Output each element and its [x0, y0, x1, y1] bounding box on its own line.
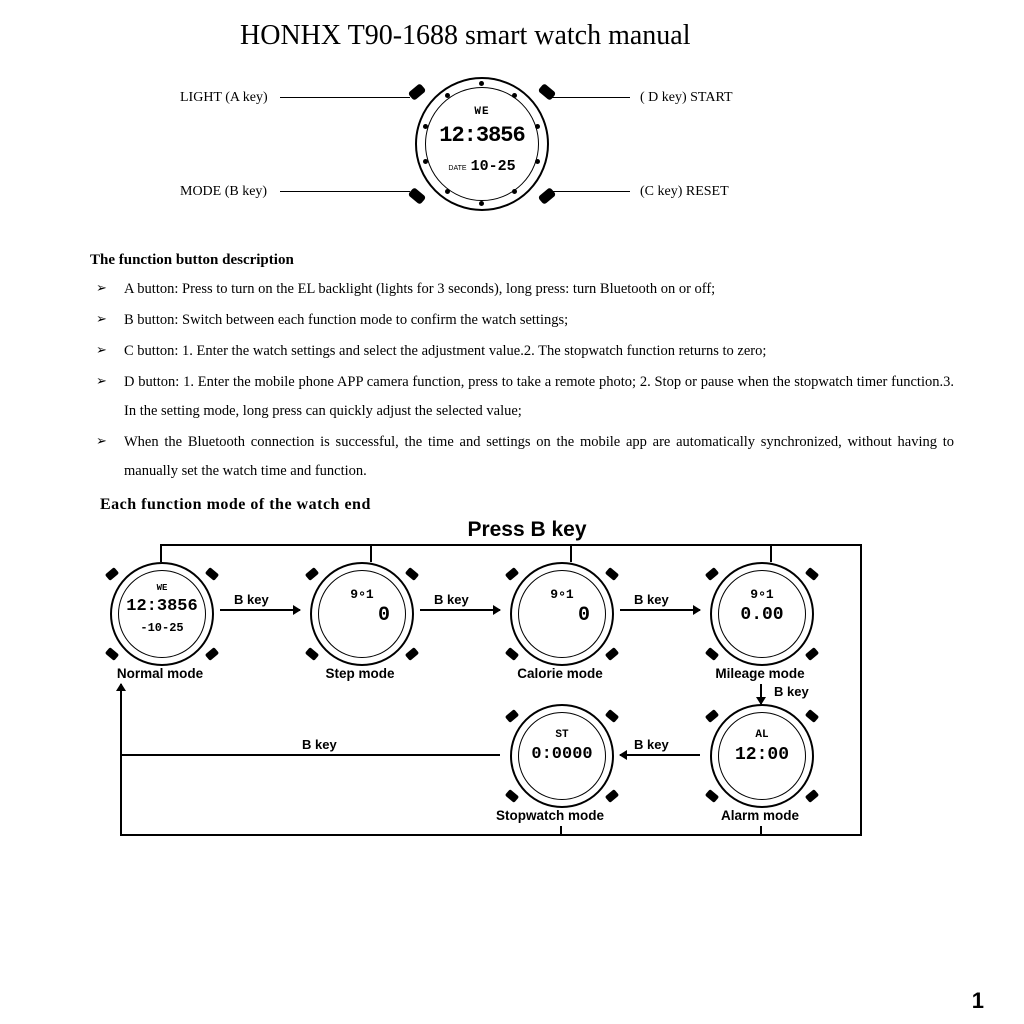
label-mileage: Mileage mode	[700, 666, 820, 681]
bullet-bt: When the Bluetooth connection is success…	[90, 428, 954, 486]
page-title: HONHX T90-1688 smart watch manual	[240, 20, 964, 52]
flow-title: Press B key	[90, 518, 964, 542]
face-date-prefix: DATE	[448, 165, 466, 172]
mode-stopwatch: ST 0:0000	[510, 704, 614, 808]
mode-calorie: 9∘1 0	[510, 562, 614, 666]
button-description-list: A button: Press to turn on the EL backli…	[90, 275, 964, 486]
mode-normal: WE 12:3856 -10-25	[110, 562, 214, 666]
label-d-key: ( D key) START	[640, 90, 733, 106]
mode-mileage: 9∘1 0.00	[710, 562, 814, 666]
page-number: 1	[972, 988, 984, 1014]
face-line2: 12:3856	[417, 125, 547, 147]
section-heading-buttons: The function button description	[90, 252, 964, 269]
label-b-key: MODE (B key)	[180, 184, 267, 200]
label-calorie: Calorie mode	[500, 666, 620, 681]
section-heading-modes: Each function mode of the watch end	[100, 496, 964, 514]
mode-flow-diagram: WE 12:3856 -10-25 9∘1 0 9∘1 0 9∘1 0.00 N…	[80, 544, 940, 844]
label-a-key: LIGHT (A key)	[180, 90, 268, 106]
bullet-b: B button: Switch between each function m…	[90, 306, 954, 335]
face-line1: WE	[417, 107, 547, 118]
watch-face: WE 12:3856 DATE 10-25	[415, 77, 549, 211]
label-normal: Normal mode	[100, 666, 220, 681]
label-alarm: Alarm mode	[700, 808, 820, 823]
watch-key-diagram: LIGHT (A key) MODE (B key) ( D key) STAR…	[180, 62, 964, 242]
mode-step: 9∘1 0	[310, 562, 414, 666]
face-line3: 10-25	[471, 158, 516, 175]
label-stopwatch: Stopwatch mode	[490, 808, 610, 823]
bullet-d: D button: 1. Enter the mobile phone APP …	[90, 368, 954, 426]
bullet-c: C button: 1. Enter the watch settings an…	[90, 337, 954, 366]
mode-alarm: AL 12:00	[710, 704, 814, 808]
bullet-a: A button: Press to turn on the EL backli…	[90, 275, 954, 304]
label-step: Step mode	[300, 666, 420, 681]
label-c-key: (C key) RESET	[640, 184, 729, 200]
